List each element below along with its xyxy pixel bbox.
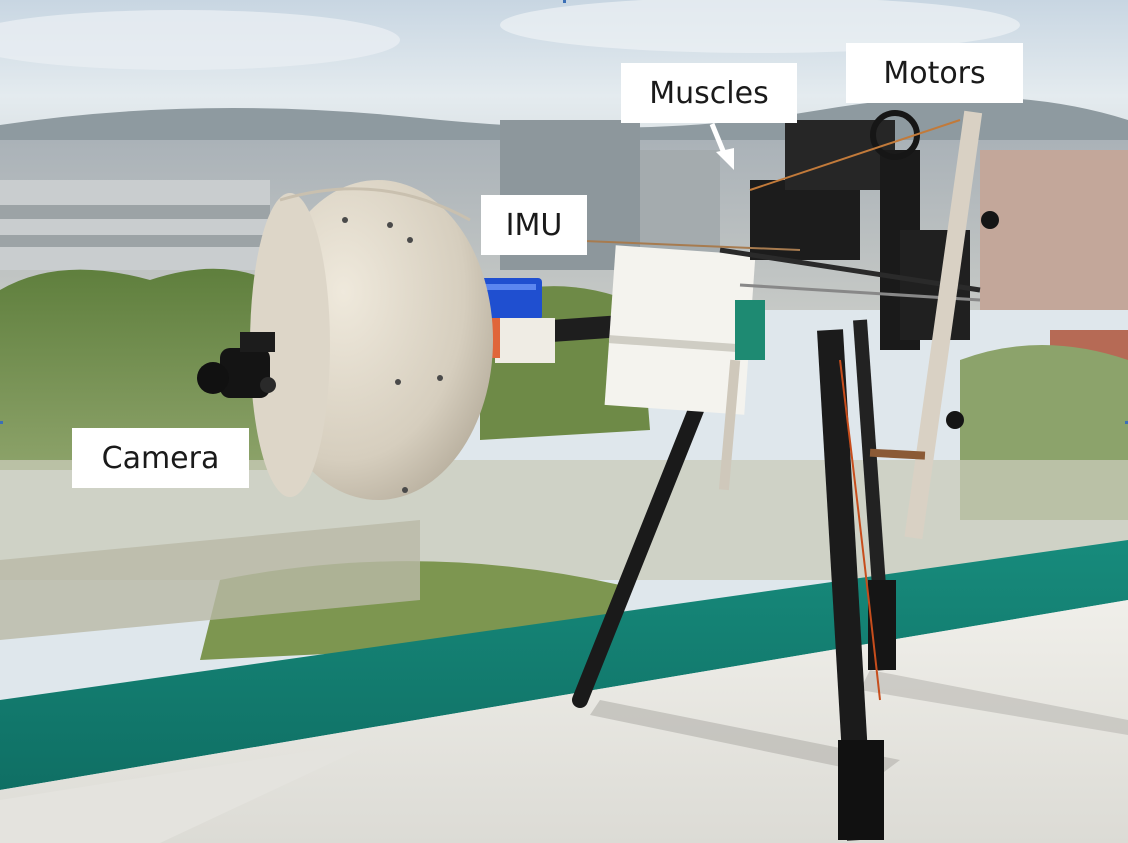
label-muscles: Muscles — [621, 63, 797, 123]
edge-marker — [0, 421, 3, 424]
label-motors: Motors — [846, 43, 1023, 103]
label-camera: Camera — [72, 428, 249, 488]
edge-marker — [1125, 421, 1128, 424]
edge-marker — [563, 0, 566, 3]
label-imu: IMU — [481, 195, 587, 255]
